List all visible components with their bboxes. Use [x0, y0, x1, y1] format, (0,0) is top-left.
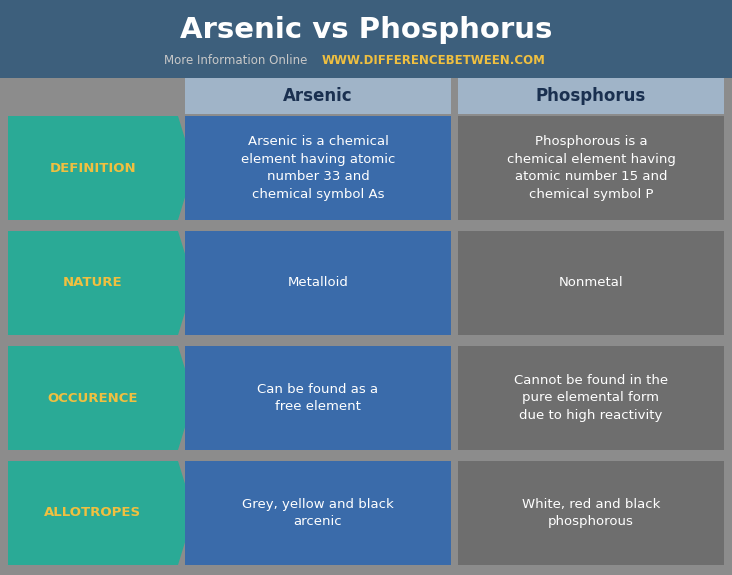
- Text: WWW.DIFFERENCEBETWEEN.COM: WWW.DIFFERENCEBETWEEN.COM: [322, 55, 546, 67]
- Bar: [458, 346, 724, 450]
- Polygon shape: [8, 346, 194, 450]
- Text: OCCURENCE: OCCURENCE: [48, 392, 138, 404]
- Text: Phosphorous is a
chemical element having
atomic number 15 and
chemical symbol P: Phosphorous is a chemical element having…: [507, 135, 676, 201]
- Polygon shape: [8, 231, 194, 335]
- Text: NATURE: NATURE: [63, 277, 123, 289]
- Bar: [0, 0, 732, 78]
- Text: Cannot be found in the
pure elemental form
due to high reactivity: Cannot be found in the pure elemental fo…: [514, 374, 668, 422]
- Bar: [185, 346, 451, 450]
- Polygon shape: [8, 116, 194, 220]
- Bar: [458, 461, 724, 565]
- Bar: [458, 231, 724, 335]
- Text: Arsenic vs Phosphorus: Arsenic vs Phosphorus: [180, 16, 552, 44]
- Text: ALLOTROPES: ALLOTROPES: [45, 507, 141, 519]
- Text: White, red and black
phosphorous: White, red and black phosphorous: [522, 498, 660, 528]
- Text: Nonmetal: Nonmetal: [559, 277, 624, 289]
- Text: Can be found as a
free element: Can be found as a free element: [258, 383, 378, 413]
- Text: Metalloid: Metalloid: [288, 277, 348, 289]
- Text: Grey, yellow and black
arcenic: Grey, yellow and black arcenic: [242, 498, 394, 528]
- Bar: [185, 461, 451, 565]
- Text: Arsenic: Arsenic: [283, 87, 353, 105]
- Text: DEFINITION: DEFINITION: [50, 162, 136, 174]
- Bar: [185, 231, 451, 335]
- Bar: [185, 116, 451, 220]
- Text: More Information Online: More Information Online: [164, 55, 307, 67]
- Text: Phosphorus: Phosphorus: [536, 87, 646, 105]
- Bar: [458, 116, 724, 220]
- Text: Arsenic is a chemical
element having atomic
number 33 and
chemical symbol As: Arsenic is a chemical element having ato…: [241, 135, 395, 201]
- Bar: [185, 78, 451, 114]
- Polygon shape: [8, 461, 194, 565]
- Bar: [458, 78, 724, 114]
